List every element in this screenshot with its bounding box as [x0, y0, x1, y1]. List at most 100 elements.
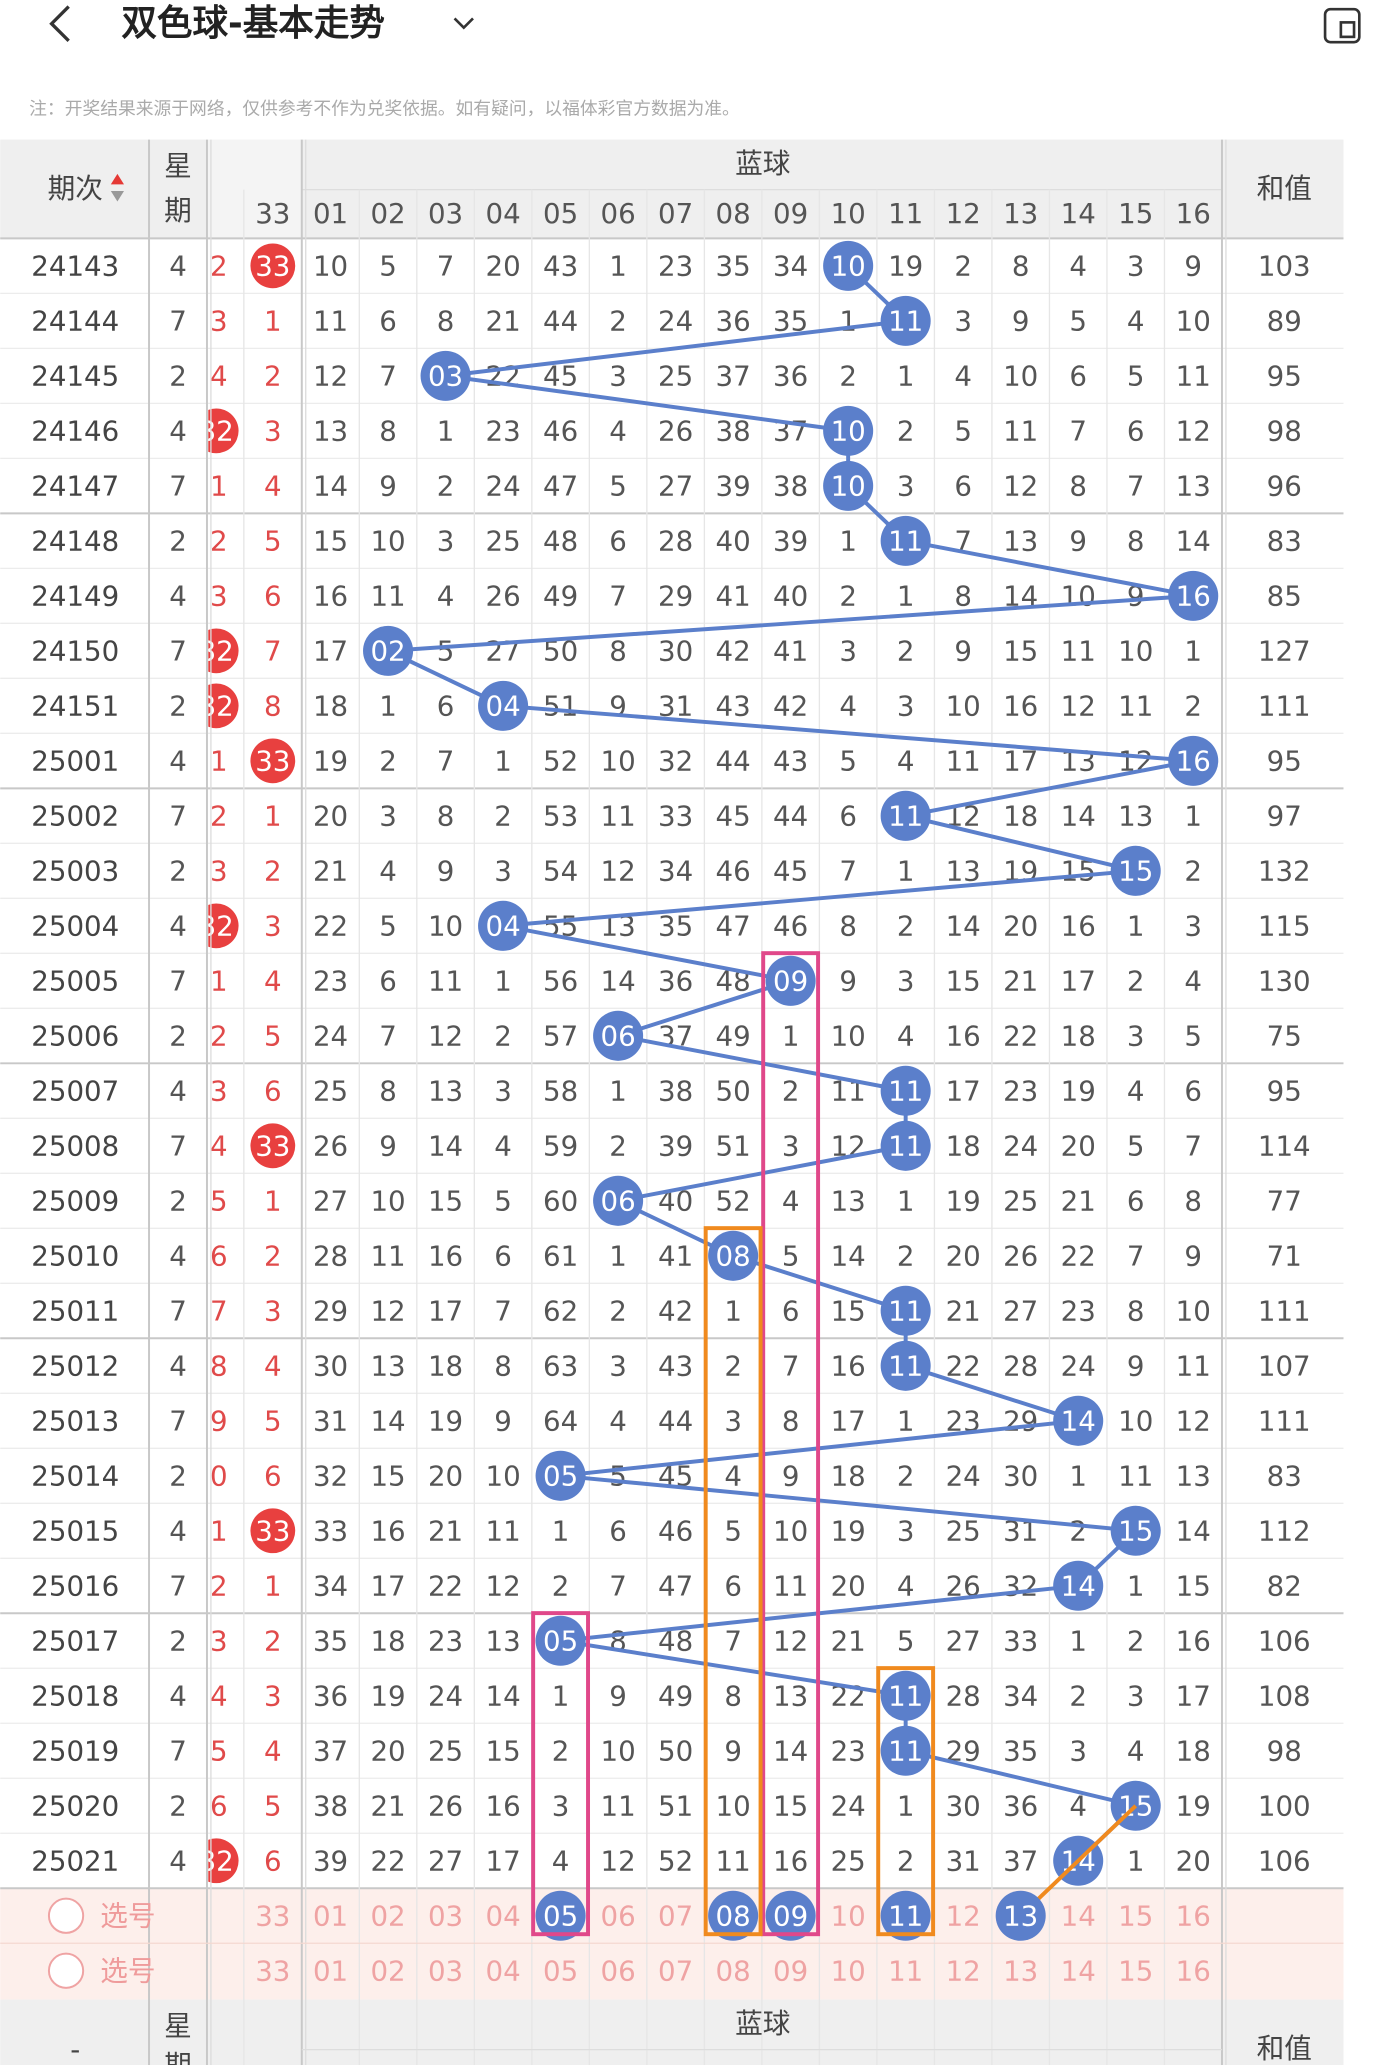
- select-number[interactable]: 01: [313, 1954, 348, 1987]
- selected-ball[interactable]: [535, 1890, 586, 1941]
- select-radio[interactable]: [47, 1897, 85, 1934]
- selected-number[interactable]: 09: [773, 1899, 808, 1932]
- sum: 83: [1267, 1459, 1302, 1492]
- blue-miss: 9: [1127, 1349, 1145, 1382]
- select-number[interactable]: 10: [831, 1954, 866, 1987]
- blue-col-header: 14: [1061, 2062, 1096, 2065]
- blue-miss: 6: [609, 524, 627, 557]
- blue-miss: 19: [946, 1184, 981, 1217]
- selected-ball[interactable]: [765, 1890, 816, 1941]
- selected-ball[interactable]: [995, 1890, 1046, 1941]
- red-miss: 3: [264, 909, 282, 942]
- title-dropdown[interactable]: [453, 17, 474, 30]
- blue-miss: 22: [946, 1349, 981, 1382]
- blue-miss: 40: [716, 524, 751, 557]
- blue-miss: 17: [1176, 1679, 1211, 1712]
- select-number[interactable]: 07: [658, 1899, 693, 1932]
- blue-miss: 2: [724, 1349, 742, 1382]
- selected-number[interactable]: 11: [888, 1899, 923, 1932]
- blue-col-header: 08: [716, 197, 751, 230]
- select-number[interactable]: 14: [1061, 1954, 1096, 1987]
- blue-miss: 27: [946, 1624, 981, 1657]
- blue-miss: 4: [897, 1569, 915, 1602]
- blue-ball-number: 11: [888, 1679, 923, 1712]
- selected-number[interactable]: 13: [1003, 1899, 1038, 1932]
- select-number[interactable]: 13: [1003, 1954, 1038, 1987]
- selected-number[interactable]: 08: [716, 1899, 751, 1932]
- select-number[interactable]: 14: [1061, 1899, 1096, 1932]
- blue-miss: 4: [897, 744, 915, 777]
- blue-miss: 2: [552, 1734, 570, 1767]
- blue-miss: 14: [313, 469, 348, 502]
- red-miss: 3: [210, 1624, 228, 1657]
- blue-miss: 7: [1184, 1129, 1202, 1162]
- blue-col-header: 05: [543, 2062, 578, 2065]
- select-number[interactable]: 33: [255, 1899, 290, 1932]
- blue-miss: 7: [839, 854, 857, 887]
- blue-miss: 6: [379, 964, 397, 997]
- select-number[interactable]: 09: [773, 1954, 808, 1987]
- select-number[interactable]: 01: [313, 1899, 348, 1932]
- blue-ball-number: 15: [1118, 854, 1153, 887]
- select-number[interactable]: 04: [485, 1954, 520, 1987]
- blue-ball: [880, 1670, 931, 1721]
- back-button[interactable]: [49, 5, 70, 42]
- select-number[interactable]: 06: [601, 1899, 636, 1932]
- select-number[interactable]: 16: [1176, 1954, 1211, 1987]
- select-number[interactable]: 16: [1176, 1899, 1211, 1932]
- blue-ball: [363, 625, 414, 676]
- red-ball: [208, 408, 239, 454]
- selected-number[interactable]: 05: [543, 1899, 578, 1932]
- weekday: 7: [169, 1294, 187, 1327]
- select-number[interactable]: 12: [946, 1899, 981, 1932]
- blue-miss: 11: [1176, 1349, 1211, 1382]
- blue-miss: 9: [1069, 524, 1087, 557]
- blue-miss: 7: [1127, 469, 1145, 502]
- blue-miss: 8: [839, 909, 857, 942]
- select-number[interactable]: 15: [1118, 1899, 1153, 1932]
- select-number[interactable]: 15: [1118, 1954, 1153, 1987]
- blue-miss: 2: [839, 579, 857, 612]
- select-number[interactable]: 02: [370, 1954, 405, 1987]
- select-number[interactable]: 10: [831, 1899, 866, 1932]
- selected-ball[interactable]: [880, 1890, 931, 1941]
- select-number[interactable]: 06: [601, 1954, 636, 1987]
- blue-miss: 2: [379, 744, 397, 777]
- blue-miss: 12: [1176, 414, 1211, 447]
- select-number[interactable]: 12: [946, 1954, 981, 1987]
- select-number[interactable]: 11: [888, 1954, 923, 1987]
- blue-miss: 3: [437, 524, 455, 557]
- select-radio[interactable]: [47, 1952, 85, 1989]
- selected-ball[interactable]: [708, 1890, 759, 1941]
- blue-miss: 13: [831, 1184, 866, 1217]
- blue-miss: 15: [370, 1459, 405, 1492]
- blue-miss: 1: [552, 1514, 570, 1547]
- select-number[interactable]: 03: [428, 1954, 463, 1987]
- select-number[interactable]: 03: [428, 1899, 463, 1932]
- select-number[interactable]: 33: [255, 1954, 290, 1987]
- blue-miss: 45: [773, 854, 808, 887]
- period: 25015: [31, 1514, 119, 1547]
- weekday: 4: [169, 1844, 187, 1877]
- period: 24146: [31, 414, 119, 447]
- blue-miss: 25: [946, 1514, 981, 1547]
- blue-miss: 13: [1176, 1459, 1211, 1492]
- select-number[interactable]: 08: [716, 1954, 751, 1987]
- blue-miss: 13: [370, 1349, 405, 1382]
- period: 24147: [31, 469, 119, 502]
- device-icon[interactable]: [1323, 7, 1361, 44]
- blue-miss: 17: [831, 1404, 866, 1437]
- blue-ball-number: 16: [1176, 579, 1211, 612]
- period: 25001: [31, 744, 119, 777]
- weekday: 4: [169, 1239, 187, 1272]
- blue-col-header: 09: [773, 197, 808, 230]
- blue-miss: 15: [831, 1294, 866, 1327]
- select-number[interactable]: 02: [370, 1899, 405, 1932]
- blue-miss: 14: [946, 909, 981, 942]
- select-number[interactable]: 07: [658, 1954, 693, 1987]
- select-number[interactable]: 05: [543, 1954, 578, 1987]
- select-number[interactable]: 04: [485, 1899, 520, 1932]
- blue-miss: 19: [313, 744, 348, 777]
- blue-miss: 30: [658, 634, 693, 667]
